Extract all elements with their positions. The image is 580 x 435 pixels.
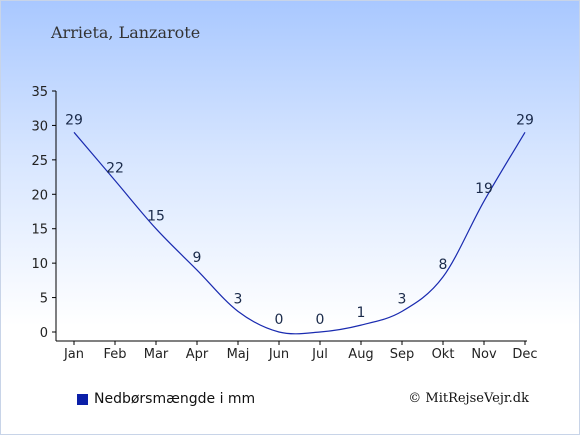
data-label: 19: [475, 181, 493, 197]
y-tick-label: 15: [31, 223, 48, 238]
data-label: 9: [193, 250, 202, 266]
chart-title: Arrieta, Lanzarote: [51, 23, 201, 42]
x-tick-label: Okt: [432, 347, 455, 362]
series-layer: [73, 131, 526, 335]
legend-swatch: [77, 393, 88, 405]
data-label: 0: [316, 312, 325, 328]
x-tick-label: Apr: [186, 347, 209, 362]
data-label: 3: [234, 291, 243, 307]
x-tick-label: Jul: [311, 347, 328, 362]
x-axis-ticks: Jan Feb Mar Apr Maj Jun Jul Aug Sep Okt Nov Dec: [63, 341, 538, 362]
x-tick-label: Dec: [512, 347, 537, 362]
data-label: 22: [106, 161, 124, 177]
y-tick-label: 30: [31, 119, 48, 134]
y-axis-ticks: 0 5 10 15 20 25 30 35: [31, 85, 56, 341]
x-tick-label: Aug: [348, 347, 373, 362]
y-tick-label: 35: [31, 85, 48, 100]
x-tick-label: Nov: [471, 347, 497, 362]
y-tick-label: 25: [31, 154, 48, 169]
credit-text: © MitRejseVejr.dk: [408, 391, 529, 406]
data-label: 1: [357, 305, 366, 321]
data-label: 0: [275, 312, 284, 328]
data-label: 3: [398, 291, 407, 307]
y-tick-label: 5: [40, 292, 48, 307]
legend-label: Nedbørsmængde i mm: [94, 391, 256, 407]
data-label: 29: [65, 112, 83, 128]
precipitation-line: [73, 131, 526, 335]
x-tick-label: Jun: [268, 347, 289, 362]
legend: Nedbørsmængde i mm: [77, 391, 255, 407]
x-tick-label: Jan: [63, 347, 84, 362]
x-tick-label: Maj: [227, 347, 250, 362]
x-tick-label: Mar: [144, 347, 169, 362]
y-tick-label: 20: [31, 188, 48, 203]
x-tick-label: Sep: [390, 347, 415, 362]
data-label: 29: [516, 112, 534, 128]
axes: [55, 91, 527, 342]
data-label: 15: [147, 209, 165, 225]
y-tick-label: 10: [31, 257, 48, 272]
x-tick-label: Feb: [103, 347, 126, 362]
data-label: 8: [439, 257, 448, 273]
y-tick-label: 0: [40, 326, 48, 341]
data-labels: 29 22 15 9 3 0 0 1 3 8 19 29: [65, 112, 534, 328]
